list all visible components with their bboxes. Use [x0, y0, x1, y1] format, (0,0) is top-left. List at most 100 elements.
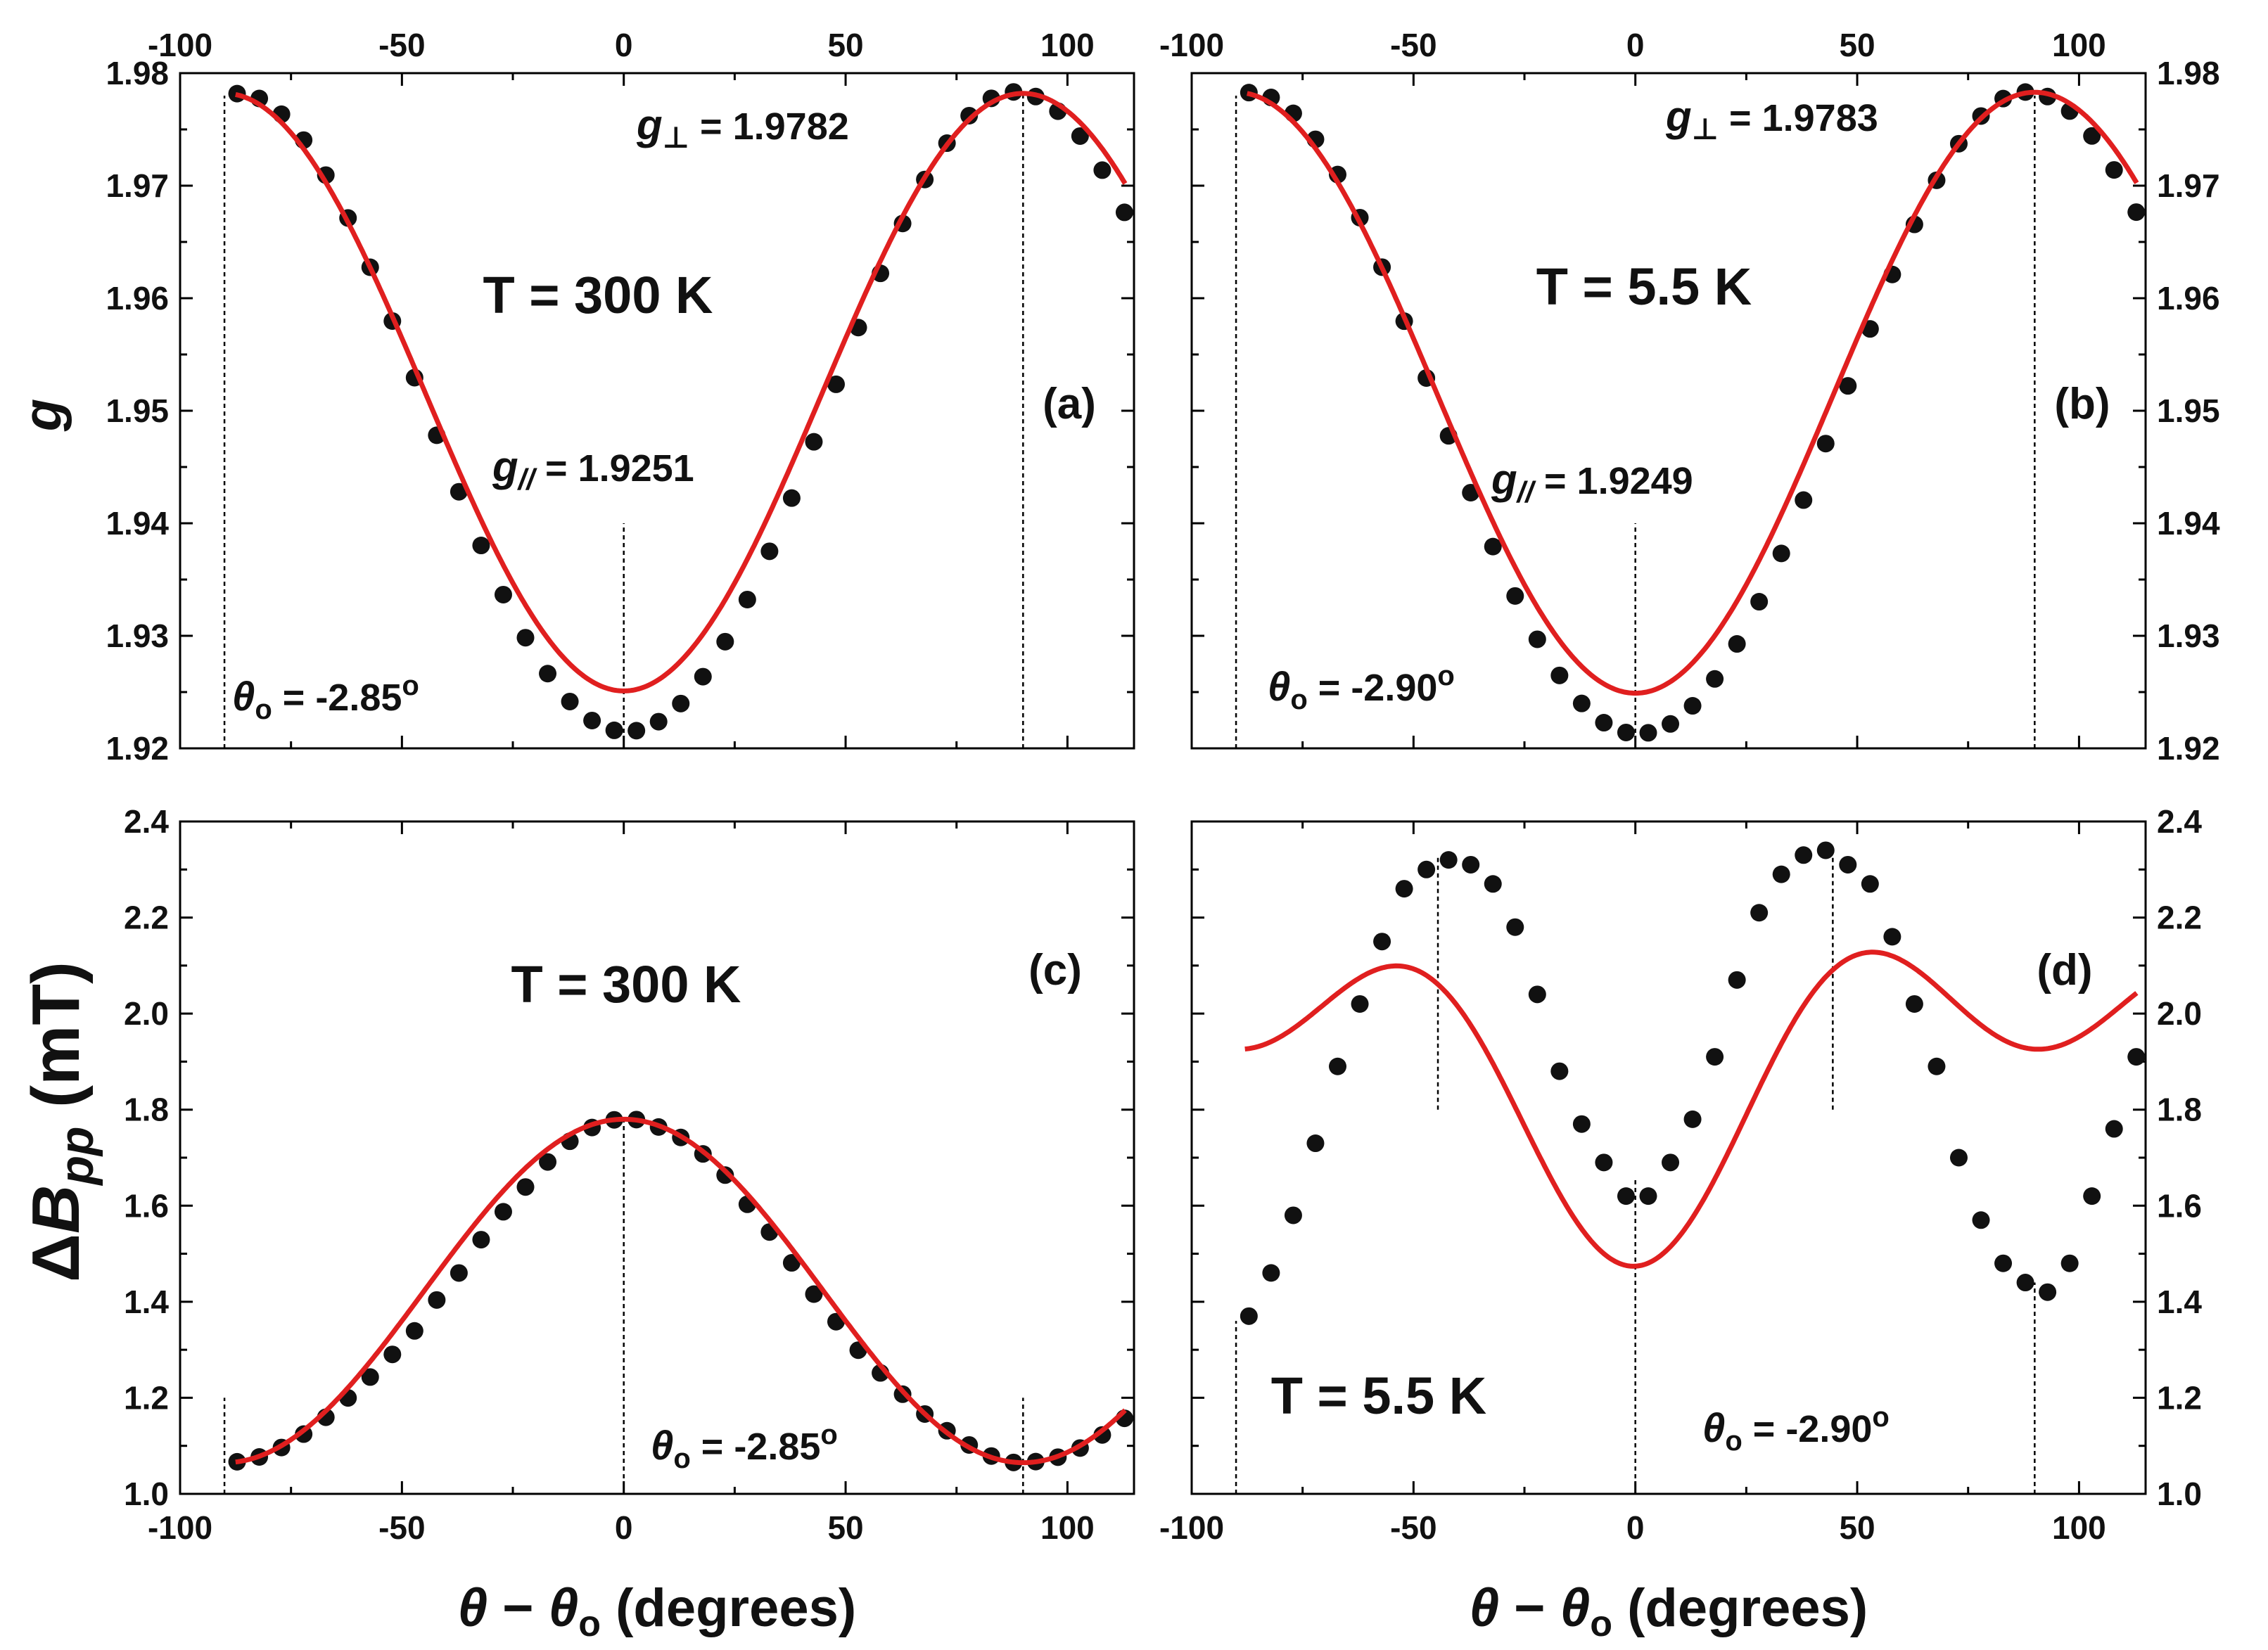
x-tick-label: -50 [378, 1509, 425, 1546]
data-point [1395, 880, 1413, 898]
panel-tag-c: (c) [1028, 946, 1082, 995]
data-point [516, 1178, 535, 1196]
x-label-minus: − [488, 1578, 549, 1638]
theta0-annotation: θo = -2.85o [232, 670, 419, 725]
data-point [805, 1285, 823, 1303]
data-point [1595, 714, 1613, 732]
panel-d: -100 -50 0 50 100 1.0 1.2 1.4 1.6 1.8 2.0 2.2 2.4 T =… [1159, 803, 2202, 1644]
theta0-annotation: θo = -2.90o [1702, 1402, 1890, 1457]
y-axis-label-b: B [18, 1185, 94, 1234]
data-point [738, 590, 756, 608]
data-point [1839, 855, 1857, 874]
panel-tag-d: (d) [2037, 946, 2092, 995]
data-point [1972, 1211, 1990, 1229]
data-point [1240, 1307, 1258, 1325]
g-par-value: = 1.9249 [1534, 460, 1693, 502]
theta0-subscript: o [1725, 1426, 1742, 1457]
g-par-symbol: g [1491, 456, 1517, 503]
data-point [450, 1264, 468, 1282]
x-label-theta0: θ [1560, 1578, 1590, 1638]
data-point [694, 667, 712, 686]
data-point [2060, 1254, 2079, 1272]
panel-tag-a: (a) [1043, 380, 1096, 428]
data-point [1728, 635, 1746, 653]
data-point [605, 721, 623, 739]
x-label-theta0: θ [549, 1578, 578, 1638]
data-point [1772, 544, 1790, 563]
x-tick-label: 100 [2052, 1509, 2106, 1546]
data-point [1506, 918, 1524, 936]
y-tick-label: 1.95 [2157, 392, 2220, 429]
y-tick-label: 2.0 [124, 995, 169, 1032]
theta0-value: = -2.85 [272, 677, 402, 719]
data-point [672, 694, 690, 712]
data-point [1528, 630, 1546, 648]
y-axis-label-delta: Δ [18, 1234, 94, 1282]
data-point [1706, 670, 1724, 688]
data-point [1750, 593, 1769, 611]
g-par-subscript: // [517, 463, 538, 496]
theta0-annotation: θo = -2.90o [1268, 660, 1455, 715]
data-point [827, 375, 845, 393]
g-par-subscript: // [1516, 475, 1537, 509]
g-perp-value: = 1.9782 [689, 105, 849, 148]
panel-title-c: T = 300 K [511, 955, 741, 1013]
theta0-degree: o [820, 1419, 837, 1450]
data-point [1506, 587, 1524, 605]
data-point [1462, 855, 1480, 874]
data-point [782, 489, 801, 507]
y-tick-label: 1.93 [2157, 618, 2220, 654]
y-tick-label: 2.2 [2157, 900, 2202, 936]
data-point [1093, 1426, 1111, 1444]
data-point [1861, 875, 1879, 893]
x-tick-label-top: 0 [1626, 27, 1645, 63]
y-tick-label: 1.4 [124, 1284, 169, 1320]
x-tick-label: -50 [1390, 1509, 1436, 1546]
data-point [1418, 860, 1436, 878]
y-axis-label-delta-bpp: ΔBpp (mT) [18, 961, 103, 1282]
theta0-value: = -2.90 [1743, 1408, 1873, 1450]
data-point [1639, 724, 1657, 742]
data-point [1528, 985, 1546, 1004]
data-point [805, 433, 823, 451]
x-tick-label: -100 [1159, 1509, 1224, 1546]
panel-b: -100 -50 0 50 100 1.92 1.93 1.94 1.95 1.96 1.97 1.9… [1159, 27, 2220, 767]
y-tick-label: 1.94 [106, 505, 169, 542]
data-point [1795, 846, 1813, 864]
panel-tag-b: (b) [2054, 380, 2110, 428]
data-point [1373, 933, 1391, 951]
x-tick-label-top: 0 [615, 27, 633, 63]
data-point [1484, 537, 1502, 556]
data-point [2016, 1274, 2034, 1292]
y-tick-label: 1.94 [2157, 505, 2220, 542]
data-point [782, 1254, 801, 1272]
theta0-symbol: θ [1702, 1405, 1725, 1451]
x-tick-label-top: -50 [1390, 27, 1436, 63]
x-tick-label: 0 [1626, 1509, 1645, 1546]
g-perp-value: = 1.9783 [1719, 97, 1878, 139]
theta0-degree: o [1872, 1402, 1889, 1433]
data-point [2105, 1120, 2123, 1138]
data-point [1994, 1254, 2013, 1272]
theta0-subscript: o [673, 1443, 690, 1474]
x-label-sub: o [1590, 1604, 1612, 1644]
data-point [716, 1166, 734, 1184]
data-point [1550, 1062, 1569, 1080]
x-tick-label-top: -100 [148, 27, 212, 63]
data-points-a [228, 83, 1133, 740]
panel-title-d: T = 5.5 K [1271, 1367, 1486, 1425]
x-label-units: (degrees) [1612, 1578, 1868, 1638]
data-point [1484, 875, 1502, 893]
data-point [716, 632, 734, 651]
x-tick-label-top: 100 [2052, 27, 2106, 63]
y-tick-label: 2.0 [2157, 995, 2202, 1032]
theta0-symbol: θ [651, 1423, 673, 1469]
y-tick-label: 1.6 [2157, 1187, 2202, 1224]
theta0-degree: o [1437, 660, 1454, 691]
data-point [1905, 995, 1923, 1013]
data-point [472, 537, 490, 555]
data-point [1262, 1264, 1280, 1282]
data-point [1595, 1153, 1613, 1172]
y-tick-label: 1.96 [2157, 280, 2220, 316]
